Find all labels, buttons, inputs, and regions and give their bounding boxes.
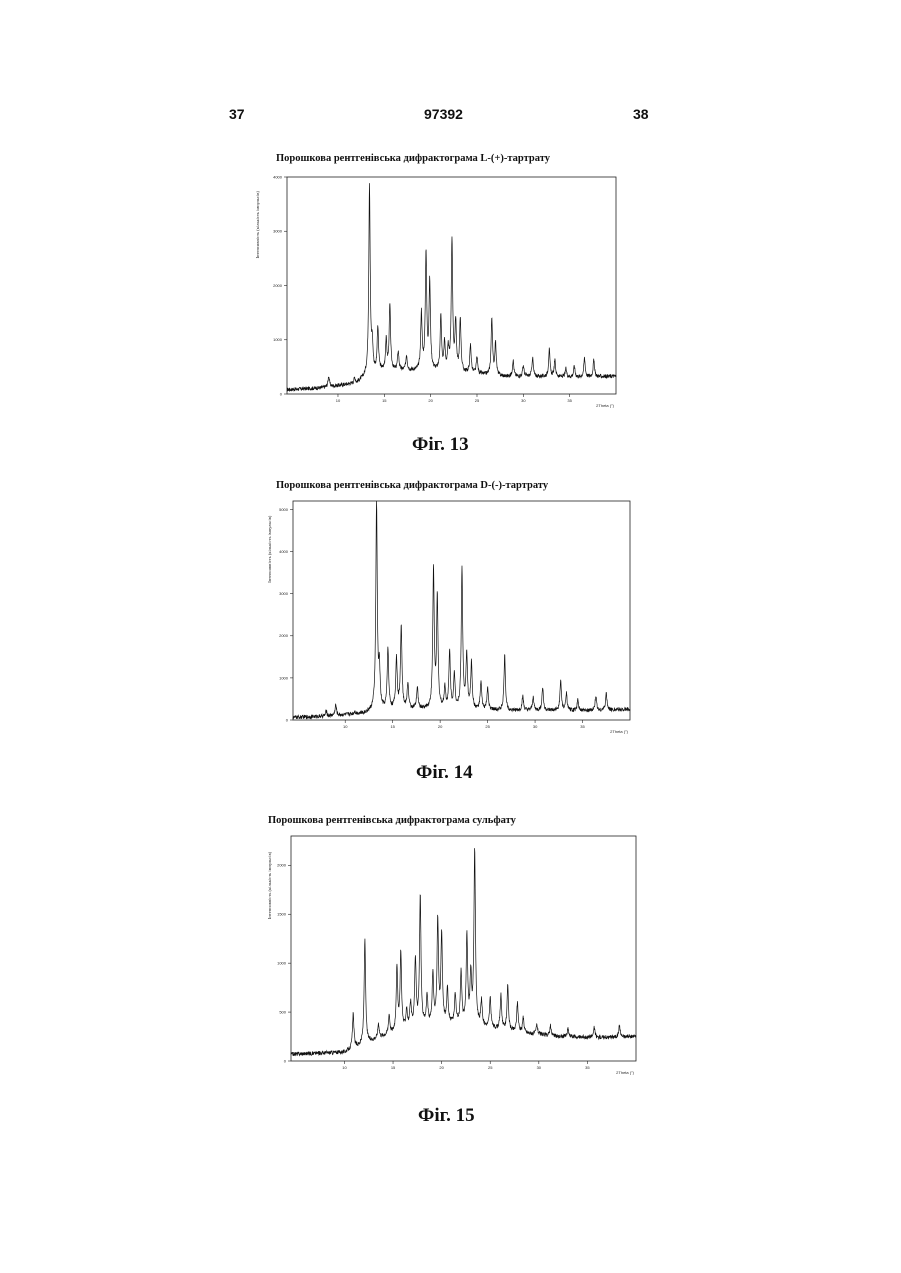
- x-tick-label: 30: [521, 398, 526, 403]
- x-tick-label: 35: [567, 398, 572, 403]
- y-tick-label: 1500: [277, 912, 287, 917]
- y-tick-label: 0: [286, 717, 289, 722]
- x-tick-label: 15: [382, 398, 387, 403]
- x-tick-label: 30: [537, 1065, 542, 1070]
- x-tick-label: 35: [585, 1065, 590, 1070]
- x-tick-label: 15: [391, 1065, 396, 1070]
- y-axis-label: Інтенсивність (кількість імпульсів): [267, 851, 272, 919]
- x-tick-label: 25: [475, 398, 480, 403]
- diffraction-trace: [293, 501, 630, 719]
- figure-14-title: Порошкова рентгенівська дифрактограма D-…: [276, 480, 548, 491]
- y-axis-label: Інтенсивність (кількість імпульсів): [255, 191, 260, 259]
- x-tick-label: 10: [343, 724, 348, 729]
- x-tick-label: 35: [580, 724, 585, 729]
- chart-fig-14: 0 1000 2000 3000 4000 5000 10 15 20 25 30 35 2Theta …: [262, 497, 647, 742]
- y-tick-label: 1000: [273, 337, 283, 342]
- y-tick-label: 4000: [279, 549, 289, 554]
- x-tick-label: 25: [488, 1065, 493, 1070]
- x-tick-label: 10: [342, 1065, 347, 1070]
- diffraction-trace: [287, 183, 616, 391]
- x-axis-label: 2Theta (°): [610, 729, 628, 734]
- figure-15-caption: Фіг. 15: [418, 1105, 475, 1127]
- figure-15-title: Порошкова рентгенівська дифрактограма су…: [268, 815, 516, 826]
- y-tick-label: 2000: [279, 633, 289, 638]
- page-number-left: 37: [229, 106, 245, 122]
- chart-fig-15: 0 500 1000 1500 2000 10 15 20 25 30 35 2Theta (°) Ін…: [262, 832, 647, 1082]
- y-tick-label: 500: [279, 1009, 286, 1014]
- diffraction-trace: [291, 848, 636, 1056]
- y-tick-label: 2000: [277, 863, 287, 868]
- x-axis-label: 2Theta (°): [616, 1070, 634, 1075]
- y-tick-label: 1000: [277, 961, 287, 966]
- y-tick-label: 2000: [273, 283, 283, 288]
- x-tick-label: 20: [428, 398, 433, 403]
- plot-frame: [291, 836, 636, 1061]
- y-tick-label: 0: [280, 391, 283, 396]
- figure-13-caption: Фіг. 13: [412, 434, 469, 456]
- y-tick-label: 5000: [279, 507, 289, 512]
- x-axis-label: 2Theta (°): [596, 403, 614, 408]
- y-tick-label: 4000: [273, 174, 283, 179]
- y-axis-label: Інтенсивність (кількість імпульсів): [267, 515, 272, 583]
- figure-13-title: Порошкова рентгенівська дифрактограма L-…: [276, 153, 550, 164]
- x-tick-label: 10: [336, 398, 341, 403]
- page-number-right: 38: [633, 106, 649, 122]
- x-tick-label: 15: [390, 724, 395, 729]
- patent-number: 97392: [424, 106, 463, 122]
- x-tick-label: 25: [485, 724, 490, 729]
- x-tick-label: 20: [438, 724, 443, 729]
- x-tick-label: 30: [533, 724, 538, 729]
- y-tick-label: 1000: [279, 675, 289, 680]
- chart-fig-13: 0 1000 2000 3000 4000 10 15 20 25 30 35 2Theta (°) І…: [250, 170, 635, 415]
- x-tick-label: 20: [439, 1065, 444, 1070]
- figure-14-caption: Фіг. 14: [416, 762, 473, 784]
- y-tick-label: 3000: [279, 591, 289, 596]
- y-tick-label: 3000: [273, 229, 283, 234]
- y-tick-label: 0: [284, 1058, 287, 1063]
